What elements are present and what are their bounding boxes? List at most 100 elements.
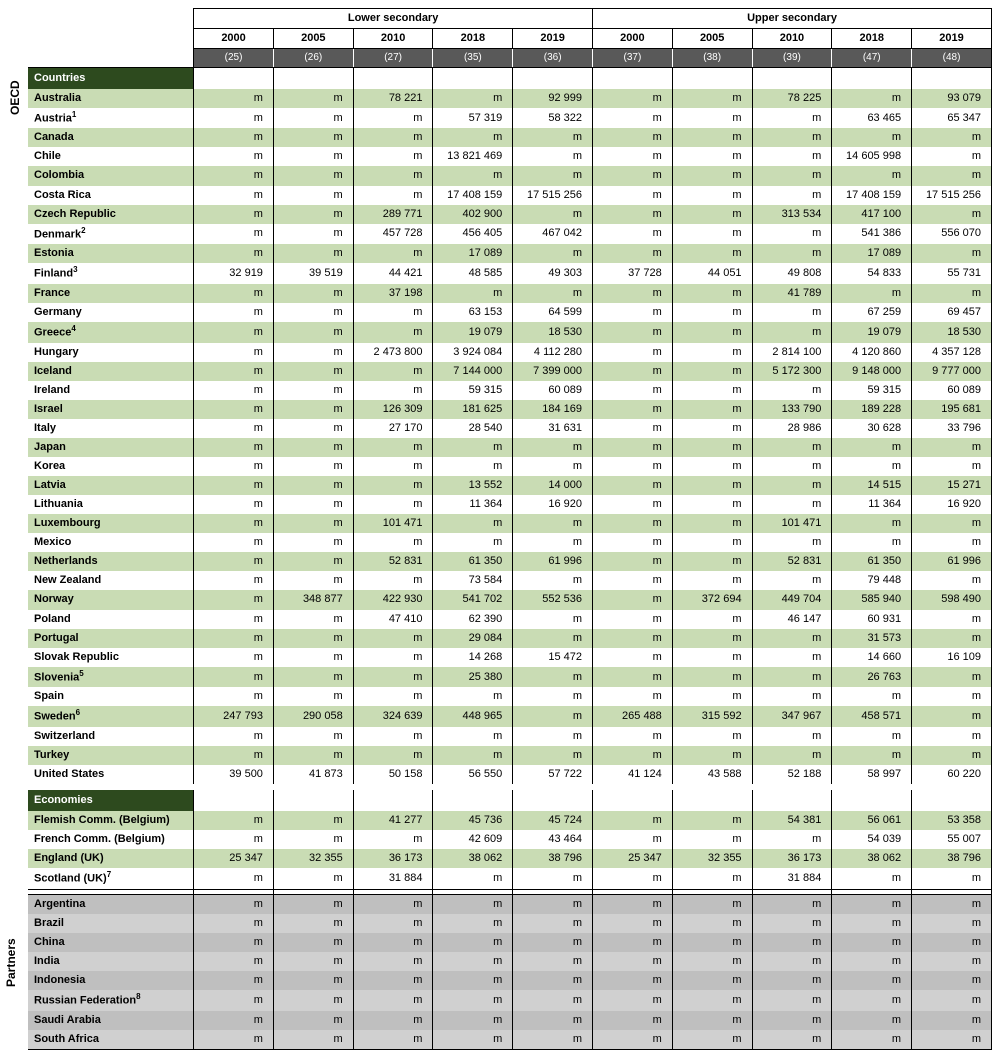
data-cell: m	[273, 128, 353, 147]
data-cell: m	[513, 571, 593, 590]
table-row: Slovak Republicmmm14 26815 472mmm14 6601…	[28, 648, 992, 667]
data-cell: m	[194, 830, 274, 849]
data-cell: 32 355	[273, 849, 353, 868]
row-name: New Zealand	[28, 571, 194, 590]
data-cell: m	[353, 687, 433, 706]
data-cell: m	[513, 746, 593, 765]
data-cell: 4 112 280	[513, 343, 593, 362]
data-cell: m	[912, 514, 992, 533]
data-cell: 69 457	[912, 303, 992, 322]
row-name: Denmark2	[28, 224, 194, 245]
data-cell: m	[832, 284, 912, 303]
table-row: South Africammmmmmmmmm	[28, 1030, 992, 1050]
data-cell: m	[273, 284, 353, 303]
data-cell: m	[513, 629, 593, 648]
data-cell: 36 173	[752, 849, 832, 868]
year-header: 2018	[433, 29, 513, 49]
table-row: Polandmm47 41062 390mmm46 14760 931m	[28, 610, 992, 629]
data-cell: 92 999	[513, 89, 593, 108]
row-name: Israel	[28, 400, 194, 419]
data-cell: m	[593, 147, 673, 166]
row-name: Ireland	[28, 381, 194, 400]
data-cell: m	[353, 495, 433, 514]
row-name: Chile	[28, 147, 194, 166]
row-name: United States	[28, 765, 194, 784]
table-row: Israelmm126 309181 625184 169mm133 79018…	[28, 400, 992, 419]
data-cell: m	[194, 419, 274, 438]
data-cell: m	[672, 610, 752, 629]
data-cell: m	[672, 687, 752, 706]
data-cell: m	[353, 303, 433, 322]
code-header: (27)	[353, 49, 433, 68]
table-row: Denmark2mm457 728456 405467 042mmm541 38…	[28, 224, 992, 245]
row-name: Lithuania	[28, 495, 194, 514]
table-row: Netherlandsmm52 83161 35061 996mm52 8316…	[28, 552, 992, 571]
data-cell: m	[593, 971, 673, 990]
data-cell: m	[912, 727, 992, 746]
data-cell: m	[273, 914, 353, 933]
data-cell: m	[273, 224, 353, 245]
data-cell: 78 225	[752, 89, 832, 108]
data-cell: m	[912, 990, 992, 1011]
data-cell: m	[672, 381, 752, 400]
table-row: French Comm. (Belgium)mmm42 60943 464mmm…	[28, 830, 992, 849]
data-cell: m	[513, 895, 593, 914]
data-cell: m	[513, 687, 593, 706]
code-header: (36)	[513, 49, 593, 68]
table-row: Finland332 91939 51944 42148 58549 30337…	[28, 263, 992, 284]
data-cell: m	[433, 933, 513, 952]
data-cell: m	[593, 343, 673, 362]
data-cell: 11 364	[433, 495, 513, 514]
data-cell: m	[752, 648, 832, 667]
data-cell: 324 639	[353, 706, 433, 727]
data-cell: m	[194, 244, 274, 263]
data-cell: 37 728	[593, 263, 673, 284]
data-cell: m	[832, 1011, 912, 1030]
data-cell: m	[593, 419, 673, 438]
data-cell: m	[433, 533, 513, 552]
data-cell: m	[273, 727, 353, 746]
data-cell: m	[912, 706, 992, 727]
data-cell: m	[912, 667, 992, 688]
row-name: Hungary	[28, 343, 194, 362]
year-header: 2010	[752, 29, 832, 49]
data-cell: m	[593, 166, 673, 185]
data-cell: m	[513, 933, 593, 952]
section-header: Economies	[28, 790, 992, 811]
data-cell: m	[752, 1011, 832, 1030]
data-cell: m	[513, 952, 593, 971]
data-cell: m	[194, 648, 274, 667]
data-cell: m	[752, 895, 832, 914]
data-cell: m	[353, 533, 433, 552]
data-cell: m	[273, 186, 353, 205]
row-name: Flemish Comm. (Belgium)	[28, 811, 194, 830]
data-cell: 79 448	[832, 571, 912, 590]
data-cell: 456 405	[433, 224, 513, 245]
row-name: Argentina	[28, 895, 194, 914]
data-cell: m	[194, 205, 274, 224]
data-cell: m	[832, 868, 912, 889]
data-cell: 347 967	[752, 706, 832, 727]
data-cell: m	[912, 1011, 992, 1030]
data-cell: m	[194, 533, 274, 552]
table-row: England (UK)25 34732 35536 17338 06238 7…	[28, 849, 992, 868]
data-cell: 14 000	[513, 476, 593, 495]
data-cell: m	[194, 457, 274, 476]
data-cell: m	[273, 514, 353, 533]
data-cell: m	[273, 933, 353, 952]
data-cell: 58 997	[832, 765, 912, 784]
data-cell: m	[194, 895, 274, 914]
data-cell: m	[672, 244, 752, 263]
table-row: Hungarymm2 473 8003 924 0844 112 280mm2 …	[28, 343, 992, 362]
data-cell: m	[433, 1011, 513, 1030]
data-cell: m	[353, 914, 433, 933]
data-cell: m	[672, 1011, 752, 1030]
data-cell: 54 381	[752, 811, 832, 830]
data-cell: m	[513, 128, 593, 147]
data-cell: m	[273, 971, 353, 990]
data-cell: m	[194, 343, 274, 362]
data-cell: m	[593, 830, 673, 849]
data-cell: m	[353, 108, 433, 129]
data-cell: m	[353, 933, 433, 952]
data-cell: m	[672, 533, 752, 552]
